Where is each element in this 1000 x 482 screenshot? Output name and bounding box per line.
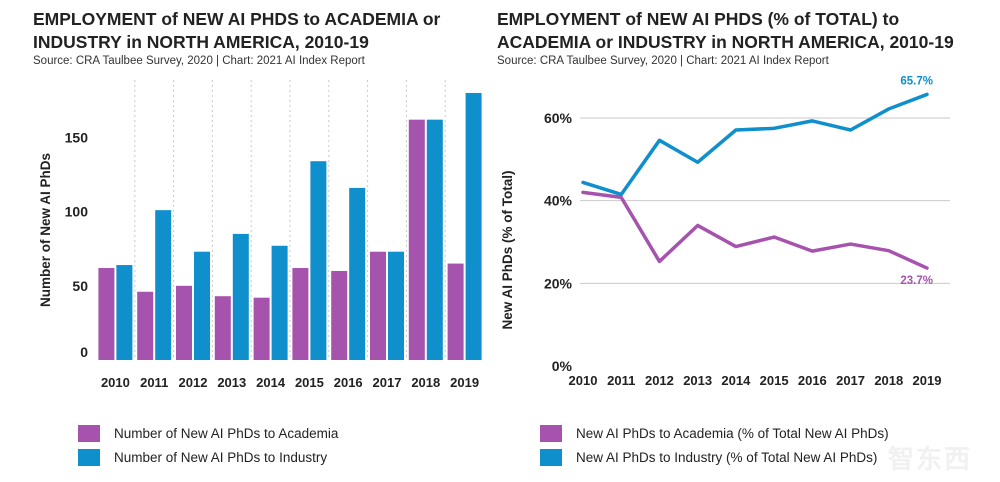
- x-tick-label: 2010: [101, 375, 130, 390]
- bar-industry: [426, 119, 443, 361]
- x-tick-label: 2013: [683, 373, 712, 388]
- x-tick-label: 2016: [798, 373, 827, 388]
- x-tick-label: 2013: [217, 375, 246, 390]
- bar-industry: [232, 233, 249, 360]
- x-tick-label: 2018: [411, 375, 440, 390]
- bar-academia: [98, 268, 115, 360]
- data-label: 23.7%: [900, 275, 933, 287]
- x-tick-label: 2015: [295, 375, 324, 390]
- legend-swatch-academia: [540, 424, 562, 442]
- bar-industry: [194, 251, 210, 360]
- bar-academia: [176, 285, 192, 360]
- x-tick-label: 2015: [760, 373, 789, 388]
- bar-industry: [271, 245, 288, 360]
- x-tick-label: 2014: [721, 373, 751, 388]
- legend-label: Number of New AI PhDs to Industry: [114, 449, 328, 465]
- x-tick-label: 2012: [645, 373, 674, 388]
- watermark-logo: 智东西: [887, 444, 972, 474]
- legend-item-industry: New AI PhDs to Industry (% of Total New …: [540, 445, 889, 469]
- x-tick-label: 2017: [836, 373, 865, 388]
- legend-label: Number of New AI PhDs to Academia: [114, 425, 339, 441]
- y-tick-label: 40%: [544, 193, 573, 209]
- y-tick-label: 100: [65, 204, 89, 220]
- chart-source: Source: CRA Taulbee Survey, 2020 | Chart…: [497, 55, 829, 67]
- legend-label: New AI PhDs to Academia (% of Total New …: [576, 425, 889, 441]
- x-tick-label: 2019: [913, 373, 942, 388]
- bar-academia: [370, 251, 386, 360]
- chart-title: EMPLOYMENT of NEW AI PHDS to ACADEMIA or…: [33, 9, 441, 52]
- bar-chart: 0 50 100 150 Number of New AI PhDs 2010 2011 20…: [38, 80, 482, 390]
- y-axis-label: New AI PhDs (% of Total): [500, 170, 515, 329]
- y-tick-label: 20%: [544, 275, 573, 291]
- bar-industry: [388, 251, 404, 360]
- bar-academia: [447, 263, 464, 360]
- y-tick-label: 0%: [552, 358, 573, 374]
- chart-title: EMPLOYMENT of NEW AI PHDS (% of TOTAL) t…: [497, 9, 954, 52]
- legend-item-academia: New AI PhDs to Academia (% of Total New …: [540, 421, 889, 445]
- series-line-academia: [581, 190, 929, 270]
- legend-swatch-industry: [540, 448, 562, 466]
- legend-swatch-industry: [78, 448, 100, 466]
- x-tick-label: 2010: [569, 373, 598, 388]
- y-tick-label: 150: [65, 129, 89, 145]
- x-tick-label: 2018: [874, 373, 903, 388]
- series-line-industry: [581, 92, 929, 197]
- legend: New AI PhDs to Academia (% of Total New …: [540, 421, 889, 469]
- data-label: 65.7%: [900, 75, 933, 87]
- y-axis-label: Number of New AI PhDs: [38, 153, 53, 307]
- bar-industry: [155, 210, 172, 360]
- panel-percent-chart: EMPLOYMENT of NEW AI PHDS (% of TOTAL) t…: [490, 0, 1000, 482]
- x-tick-label: 2017: [373, 375, 402, 390]
- legend-label: New AI PhDs to Industry (% of Total New …: [576, 449, 878, 465]
- chart-source: Source: CRA Taulbee Survey, 2020 | Chart…: [33, 55, 365, 67]
- x-tick-label: 2016: [334, 375, 363, 390]
- x-tick-label: 2014: [256, 375, 286, 390]
- bar-academia: [292, 268, 309, 360]
- y-tick-label: 0: [80, 344, 88, 360]
- legend-item-industry: Number of New AI PhDs to Industry: [78, 445, 338, 469]
- y-tick-label: 50: [72, 278, 88, 294]
- line-chart: 0% 20% 40% 60% New AI PhDs (% of Total) 2010 2…: [500, 75, 950, 388]
- legend-item-academia: Number of New AI PhDs to Academia: [78, 421, 338, 445]
- y-tick-label: 60%: [544, 110, 573, 126]
- panel-count-chart: EMPLOYMENT of NEW AI PHDS to ACADEMIA or…: [0, 0, 490, 482]
- bar-industry: [116, 265, 133, 360]
- x-tick-label: 2011: [607, 373, 635, 388]
- legend: Number of New AI PhDs to Academia Number…: [78, 421, 338, 469]
- legend-swatch-academia: [78, 424, 100, 442]
- bar-industry: [310, 161, 327, 360]
- bar-academia: [331, 270, 348, 360]
- bar-academia: [253, 297, 270, 360]
- bar-industry: [465, 92, 482, 360]
- bar-academia: [408, 119, 425, 361]
- bar-academia: [214, 296, 231, 360]
- x-tick-label: 2019: [450, 375, 479, 390]
- bar-academia: [137, 291, 154, 360]
- x-tick-label: 2012: [179, 375, 208, 390]
- bar-industry: [349, 187, 366, 360]
- x-tick-label: 2011: [140, 375, 168, 390]
